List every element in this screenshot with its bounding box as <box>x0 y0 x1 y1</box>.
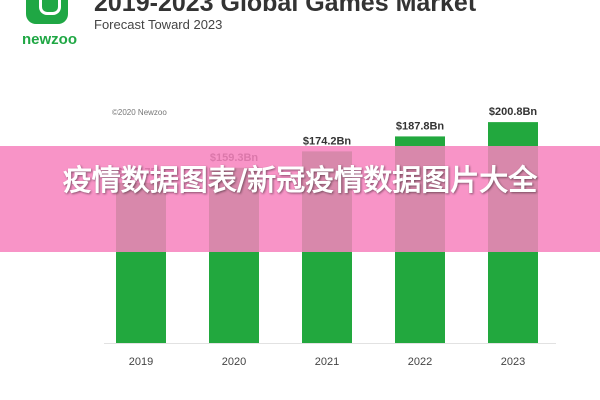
chart-subtitle: Forecast Toward 2023 <box>94 17 223 32</box>
logo-text: newzoo <box>22 31 77 48</box>
watermark-banner <box>0 146 600 252</box>
watermark-text: 疫情数据图表/新冠疫情数据图片大全 <box>62 163 538 197</box>
chart-title: 2019-2023 Global Games Market <box>94 0 477 17</box>
data-label-2023: $200.8Bn <box>489 106 538 118</box>
newzoo-logo-icon <box>26 0 68 24</box>
x-tick-2020: 2020 <box>222 356 246 368</box>
copyright-note: ©2020 Newzoo <box>112 108 167 117</box>
x-tick-2019: 2019 <box>129 356 153 368</box>
x-tick-2023: 2023 <box>501 356 525 368</box>
data-label-2021: $174.2Bn <box>303 135 352 147</box>
data-label-2022: $187.8Bn <box>396 120 445 132</box>
x-tick-2022: 2022 <box>408 356 432 368</box>
chart-header: newzoo 2019-2023 Global Games Market For… <box>0 0 600 60</box>
x-tick-2021: 2021 <box>315 356 339 368</box>
